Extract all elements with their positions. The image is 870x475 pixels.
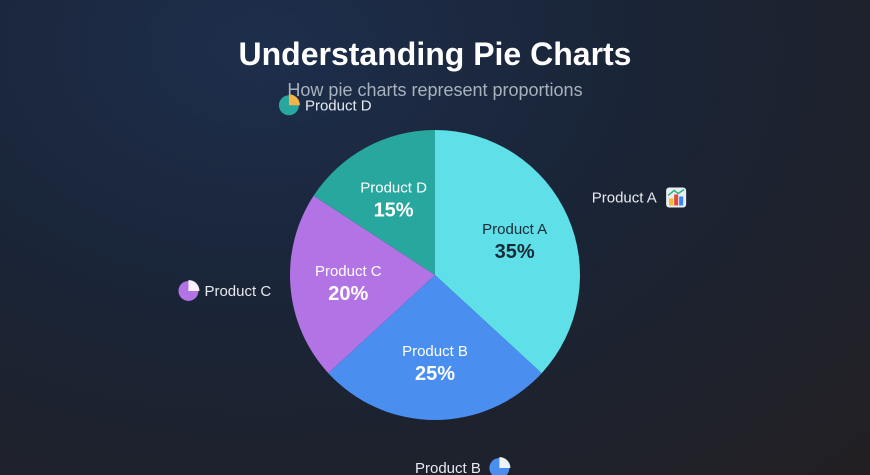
pie-chart-icon [178, 279, 200, 301]
pie-slice-product-b [328, 275, 542, 421]
external-label: Product B [415, 457, 511, 475]
slice-label: Product B [402, 343, 468, 360]
slice-percent: 35% [495, 241, 535, 263]
chart-subtitle: How pie charts represent proportions [287, 80, 583, 100]
pie-chart-icon [489, 457, 511, 475]
external-label-text: Product C [204, 283, 271, 300]
external-label: Product D [278, 94, 372, 116]
slice-percent: 20% [328, 283, 368, 305]
slice-percent: 25% [415, 363, 455, 385]
pie-slice-product-c [290, 195, 435, 374]
slice-percent: 15% [374, 199, 414, 221]
pie-chart-icon [278, 94, 300, 116]
external-label: Product C [178, 279, 271, 301]
bar-chart-icon [666, 187, 687, 208]
slice-label: Product D [360, 179, 427, 196]
pie-slice-product-a [435, 130, 581, 374]
external-label-text: Product B [415, 460, 481, 475]
external-label-text: Product A [592, 189, 657, 206]
chart-title: Understanding Pie Charts [238, 36, 632, 72]
slice-label: Product C [315, 263, 382, 280]
pie-slice-product-d [313, 130, 435, 275]
external-label-text: Product D [305, 97, 372, 114]
slice-label: Product A [482, 221, 547, 238]
external-label: Product A [592, 187, 687, 208]
